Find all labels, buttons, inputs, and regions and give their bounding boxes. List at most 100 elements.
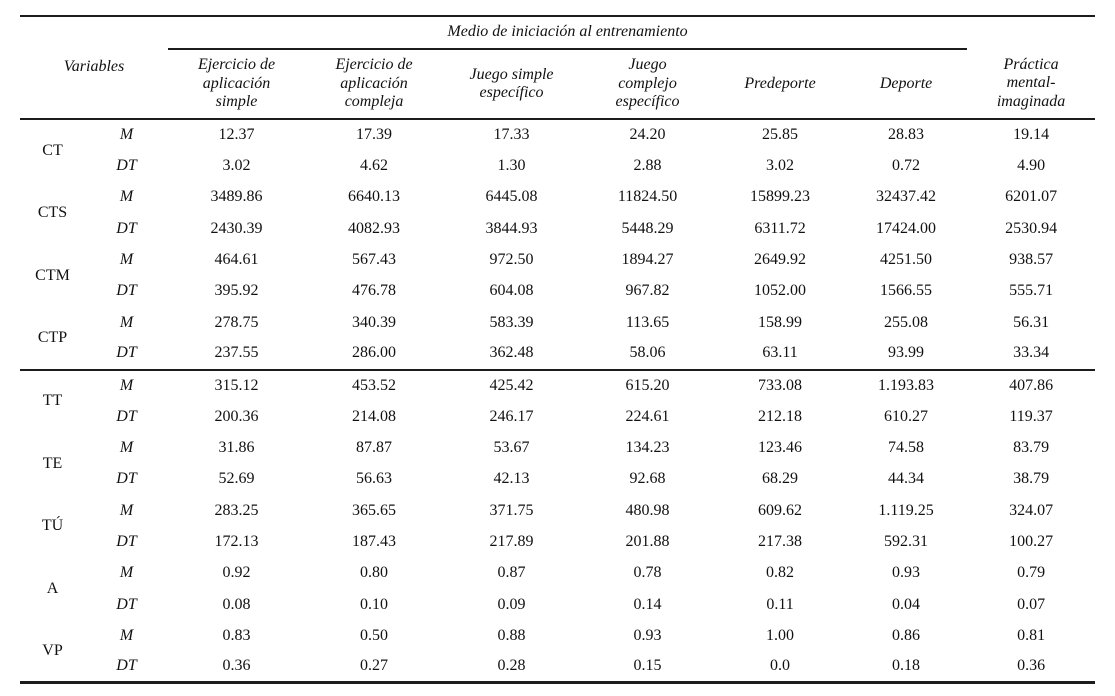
value-cell: 33.34 (1013, 344, 1050, 362)
value-cell: 255.08 (884, 313, 929, 331)
value-cell: 24.20 (629, 126, 666, 144)
stat-label: DT (116, 532, 137, 550)
spanner-row: Variables Medio de iniciación al entrena… (20, 16, 1095, 120)
value-cell: 200.36 (214, 407, 259, 425)
variable-label: CTP (37, 328, 68, 346)
value-cell: 480.98 (625, 501, 670, 519)
value-cell: 0.72 (892, 156, 921, 174)
value-cell: 52.69 (218, 470, 255, 488)
value-cell: 217.38 (758, 532, 803, 550)
value-cell: 6445.08 (485, 188, 538, 206)
value-cell: 278.75 (214, 313, 259, 331)
value-cell: 56.63 (356, 470, 393, 488)
value-cell: 733.08 (715, 368, 846, 401)
variable-label: TT (20, 368, 85, 433)
value-cell: 4082.93 (348, 219, 401, 237)
value-cell: 53.67 (493, 438, 530, 456)
variable-label: CTS (37, 203, 68, 221)
value-cell: 972.50 (489, 250, 534, 268)
stat-label: DT (116, 595, 137, 613)
table-row: CTM M 464.61 567.43 972.50 1894.27 2649.92 4251… (20, 244, 1095, 284)
value-cell: 6201.07 (1005, 188, 1058, 206)
value-cell: 63.11 (762, 344, 798, 362)
value-cell: 0.04 (892, 595, 921, 613)
value-cell: 19.14 (1013, 126, 1050, 144)
variable-label: CT (42, 141, 63, 159)
stat-label: DT (116, 470, 137, 488)
value-cell: 0.83 (222, 626, 251, 644)
value-cell: 201.88 (625, 532, 670, 550)
value-cell: 44.34 (888, 470, 925, 488)
value-cell: 6311.72 (754, 219, 806, 237)
stat-label: M (119, 626, 134, 644)
value-cell: 583.39 (489, 313, 534, 331)
value-cell: 214.08 (352, 407, 397, 425)
value-cell: 0.14 (633, 595, 662, 613)
stats-table: Variables Medio de iniciación al entrena… (20, 15, 1096, 685)
value-cell: 5448.29 (621, 219, 674, 237)
stat-label: DT (116, 344, 137, 362)
value-cell: 0.92 (222, 564, 251, 582)
column-header-juego-complejo-especifico: Juego complejo específico (580, 49, 716, 120)
value-cell: 32437.42 (876, 188, 937, 206)
table-row: CT M 12.37 17.39 17.33 24.20 25.85 28.83 19.14 (20, 119, 1095, 159)
value-cell: 0.82 (766, 564, 795, 582)
value-cell: 0.86 (892, 626, 921, 644)
value-cell: 0.88 (497, 626, 526, 644)
value-cell: 365.65 (352, 501, 397, 519)
value-cell: 0.0 (770, 657, 791, 675)
value-cell: 158.99 (758, 313, 803, 331)
table-row: DT 172.13 187.43 217.89 201.88 217.38 592.31 10… (20, 526, 1095, 557)
value-cell: 38.79 (1013, 470, 1050, 488)
value-cell: 1.30 (497, 156, 526, 174)
table-row: A M 0.92 0.80 0.87 0.78 0.82 0.93 0.79 (20, 558, 1095, 597)
value-cell: 286.00 (352, 344, 397, 362)
value-cell: 340.39 (352, 313, 397, 331)
stat-label: M (119, 438, 134, 456)
value-cell: 453.52 (305, 368, 444, 401)
value-cell: 938.57 (1009, 250, 1054, 268)
value-cell: 0.11 (766, 595, 794, 613)
table-body: CT M 12.37 17.39 17.33 24.20 25.85 28.83 19.14 DT… (20, 119, 1096, 683)
table-header: Variables Medio de iniciación al entrena… (20, 16, 1096, 120)
variable-label: VP (42, 641, 63, 659)
value-cell: 0.79 (1017, 564, 1046, 582)
spacer-cell (967, 16, 1095, 49)
value-cell: 2430.39 (210, 219, 263, 237)
stat-label: M (119, 501, 134, 519)
value-cell: 4.62 (360, 156, 389, 174)
value-cell: 100.27 (1009, 532, 1054, 550)
value-cell: 395.92 (214, 282, 259, 300)
value-cell: 217.89 (489, 532, 534, 550)
column-header-ejercicio-aplicacion-compleja: Ejercicio de aplicación compleja (305, 49, 444, 120)
value-cell: 187.43 (352, 532, 397, 550)
value-cell: 1.00 (766, 626, 795, 644)
value-cell: 0.18 (892, 657, 921, 675)
stat-label: M (85, 368, 169, 401)
value-cell: 15899.23 (750, 188, 811, 206)
value-cell: 0.50 (360, 626, 389, 644)
value-cell: 56.31 (1013, 313, 1050, 331)
column-header-ejercicio-aplicacion-simple: Ejercicio de aplicación simple (168, 49, 306, 120)
value-cell: 555.71 (1009, 282, 1054, 300)
value-cell: 172.13 (214, 532, 259, 550)
value-cell: 31.86 (218, 438, 255, 456)
stat-label: DT (116, 219, 137, 237)
value-cell: 615.20 (580, 368, 716, 401)
value-cell: 2649.92 (754, 250, 807, 268)
table-row: TT M 315.12 453.52 425.42 615.20 733.08 1.193.8… (20, 368, 1096, 433)
value-cell: 0.36 (222, 657, 251, 675)
stat-label: M (119, 250, 134, 268)
value-cell: 0.27 (360, 657, 389, 675)
value-cell: 592.31 (884, 532, 929, 550)
spanner-header: Medio de iniciación al entrenamiento (168, 16, 968, 50)
value-cell: 362.48 (489, 344, 534, 362)
value-cell: 967.82 (625, 282, 670, 300)
value-cell: 0.81 (1017, 626, 1046, 644)
value-cell: 28.83 (888, 126, 925, 144)
value-cell: 237.55 (214, 344, 259, 362)
table-row: DT 237.55 286.00 362.48 58.06 63.11 93.99 33.34 (20, 338, 1095, 369)
value-cell: 17424.00 (876, 219, 937, 237)
table-row: DT 2430.39 4082.93 3844.93 5448.29 6311.72 174… (20, 213, 1095, 244)
